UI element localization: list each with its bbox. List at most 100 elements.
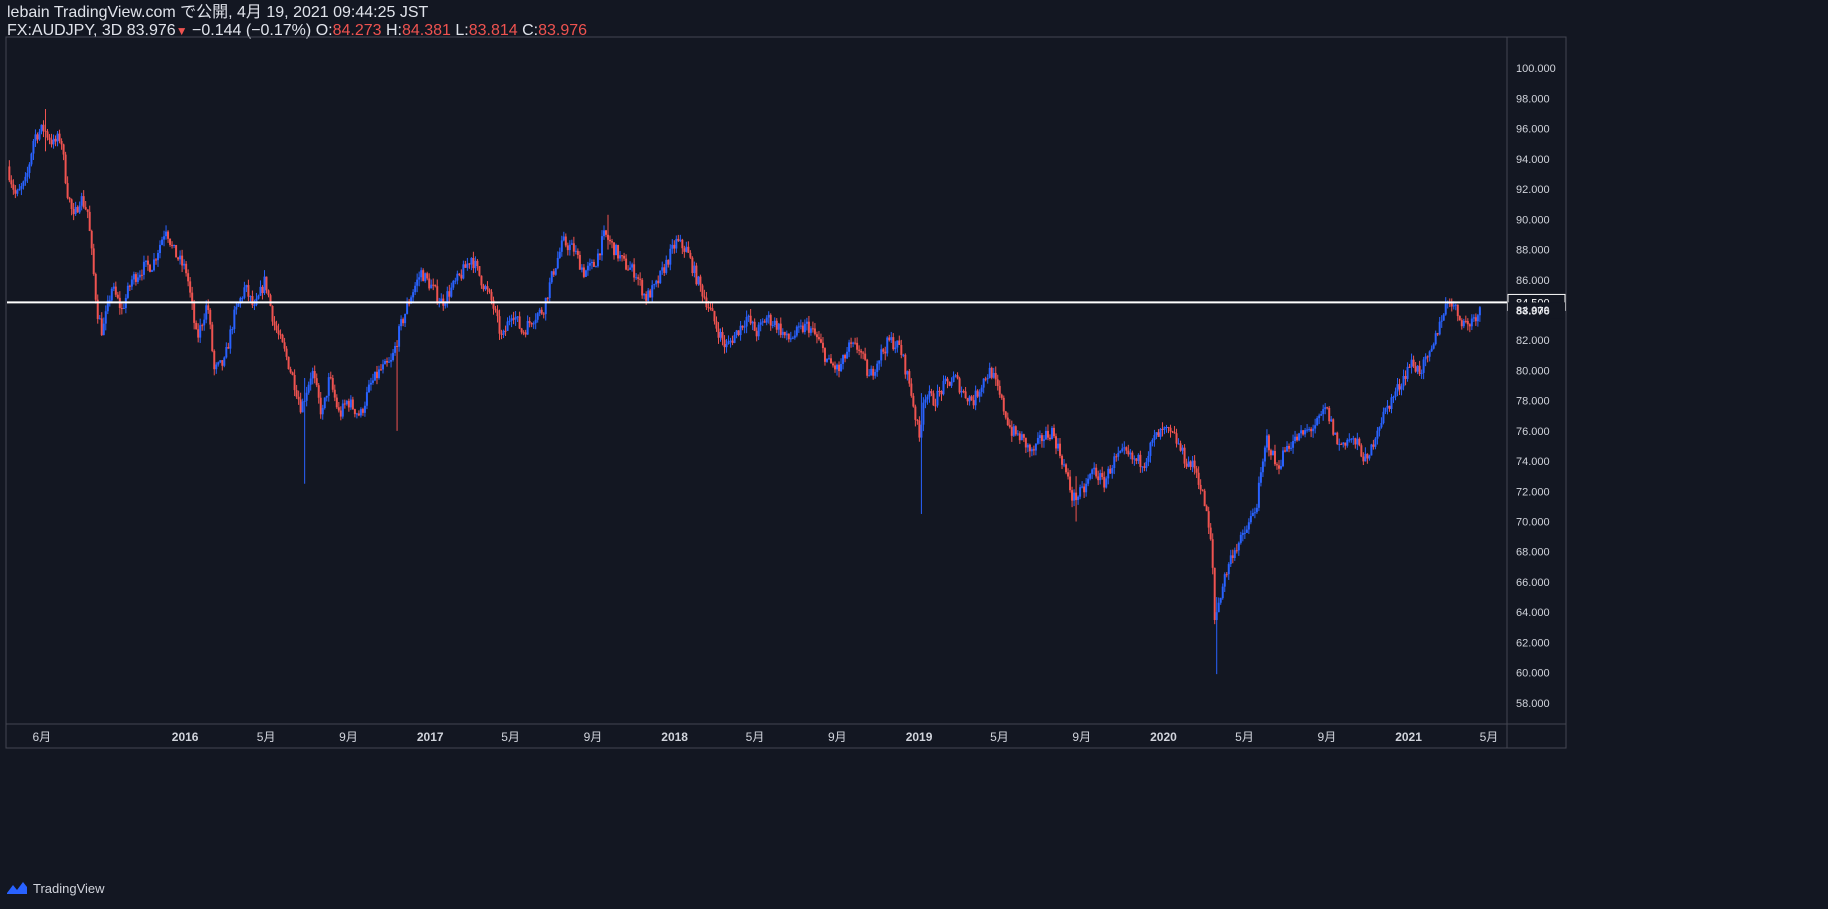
candle[interactable] (1133, 455, 1136, 466)
candle[interactable] (594, 265, 597, 268)
candle[interactable] (1185, 458, 1188, 469)
candle[interactable] (277, 323, 280, 340)
candle[interactable] (291, 371, 294, 376)
candle[interactable] (908, 369, 911, 387)
candle[interactable] (1324, 403, 1327, 415)
candle[interactable] (1392, 395, 1395, 403)
candle[interactable] (785, 330, 788, 341)
candle[interactable] (231, 326, 234, 335)
candle[interactable] (185, 261, 188, 277)
candle[interactable] (18, 184, 21, 191)
candle[interactable] (1255, 503, 1258, 514)
candle[interactable] (235, 301, 238, 315)
candle[interactable] (647, 288, 650, 302)
candle[interactable] (1314, 418, 1317, 434)
candle[interactable] (1306, 424, 1309, 433)
candle[interactable] (721, 327, 724, 346)
candle[interactable] (876, 360, 879, 377)
candle[interactable] (90, 229, 93, 256)
candle[interactable] (1113, 452, 1116, 475)
candle[interactable] (1478, 305, 1481, 322)
candle[interactable] (1450, 298, 1453, 312)
candle[interactable] (884, 346, 887, 361)
candle[interactable] (1163, 426, 1166, 435)
candle[interactable] (789, 331, 792, 343)
candle[interactable] (468, 263, 471, 269)
candle[interactable] (281, 333, 284, 343)
candle[interactable] (848, 339, 851, 358)
candle[interactable] (82, 190, 85, 209)
candle[interactable] (1107, 466, 1110, 485)
candle[interactable] (48, 134, 51, 145)
candle[interactable] (1026, 443, 1029, 453)
candle[interactable] (912, 393, 915, 408)
candle[interactable] (1149, 441, 1152, 463)
candle[interactable] (747, 314, 750, 322)
candle[interactable] (478, 266, 481, 277)
candle[interactable] (1046, 424, 1049, 441)
candle[interactable] (870, 365, 873, 376)
candle[interactable] (1282, 446, 1285, 468)
candle[interactable] (341, 399, 344, 419)
candle[interactable] (414, 282, 417, 296)
candle[interactable] (1059, 438, 1062, 459)
candle[interactable] (227, 342, 230, 349)
candle[interactable] (88, 205, 91, 232)
candle[interactable] (566, 242, 569, 256)
candle[interactable] (233, 305, 236, 334)
candle[interactable] (486, 281, 489, 295)
candle[interactable] (681, 238, 684, 255)
candle[interactable] (807, 315, 810, 338)
candle[interactable] (464, 260, 467, 268)
candle[interactable] (54, 135, 57, 147)
candle[interactable] (1420, 369, 1423, 379)
candle[interactable] (1416, 365, 1419, 375)
candle[interactable] (355, 412, 358, 419)
candle[interactable] (1207, 506, 1210, 534)
candle[interactable] (590, 259, 593, 270)
candle[interactable] (1040, 433, 1043, 448)
candle[interactable] (864, 347, 867, 361)
candle[interactable] (1354, 437, 1357, 449)
candle[interactable] (611, 238, 614, 249)
candle[interactable] (896, 340, 899, 353)
candle[interactable] (289, 366, 292, 374)
candle[interactable] (1177, 438, 1180, 445)
candle[interactable] (349, 395, 352, 411)
candle[interactable] (422, 268, 425, 282)
candle[interactable] (689, 250, 692, 259)
candle[interactable] (269, 293, 272, 307)
candle[interactable] (305, 386, 308, 407)
candle[interactable] (56, 130, 59, 147)
candle[interactable] (1424, 353, 1427, 367)
candle[interactable] (1159, 427, 1162, 440)
candle[interactable] (1221, 583, 1224, 600)
candle[interactable] (446, 286, 449, 308)
candle[interactable] (287, 356, 290, 370)
candle[interactable] (1460, 318, 1463, 330)
candle[interactable] (116, 291, 119, 300)
candle[interactable] (771, 321, 774, 329)
candle[interactable] (705, 292, 708, 311)
candle[interactable] (1099, 469, 1102, 485)
candle[interactable] (920, 393, 923, 514)
candle[interactable] (673, 240, 676, 254)
candle[interactable] (944, 375, 947, 385)
candle[interactable] (902, 353, 905, 358)
candle[interactable] (1205, 504, 1208, 512)
candle[interactable] (317, 382, 320, 404)
candle[interactable] (532, 321, 535, 329)
candle[interactable] (508, 315, 511, 326)
candle[interactable] (209, 308, 212, 330)
candle[interactable] (1022, 433, 1025, 442)
candle[interactable] (142, 255, 145, 280)
candle[interactable] (124, 294, 127, 314)
candle[interactable] (1173, 426, 1176, 434)
candle[interactable] (600, 230, 603, 261)
candle[interactable] (990, 366, 993, 380)
candle[interactable] (1386, 400, 1389, 415)
candle[interactable] (522, 330, 525, 336)
candle[interactable] (1175, 428, 1178, 448)
candle[interactable] (938, 386, 941, 397)
candle[interactable] (52, 134, 55, 149)
